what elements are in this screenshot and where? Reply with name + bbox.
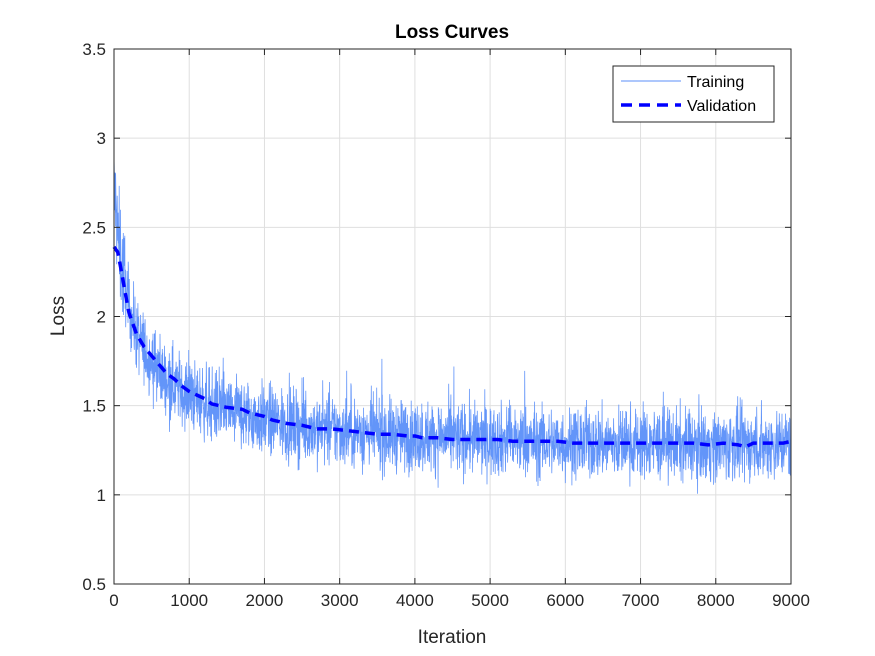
x-axis-label: Iteration <box>418 627 487 648</box>
x-tick-label: 1000 <box>170 591 208 610</box>
y-tick-label: 0.5 <box>82 575 106 594</box>
y-tick-label: 1.5 <box>82 397 106 416</box>
legend-validation-label: Validation <box>687 98 756 115</box>
x-tick-label: 0 <box>109 591 118 610</box>
x-tick-label: 2000 <box>246 591 284 610</box>
y-tick-label: 3.5 <box>82 40 106 59</box>
x-tick-label: 7000 <box>622 591 660 610</box>
y-tick-label: 1 <box>97 486 106 505</box>
x-tick-label: 8000 <box>697 591 735 610</box>
training-series <box>113 155 792 494</box>
x-tick-label: 4000 <box>396 591 434 610</box>
x-tick-label: 6000 <box>546 591 584 610</box>
y-tick-label: 2 <box>97 308 106 327</box>
x-tick-label: 9000 <box>772 591 810 610</box>
x-tick-label: 5000 <box>471 591 509 610</box>
x-tick-label: 3000 <box>321 591 359 610</box>
validation-series <box>112 245 792 449</box>
y-tick-label: 3 <box>97 129 106 148</box>
validation-line <box>112 245 792 449</box>
axis-ticks <box>113 48 792 585</box>
x-tick-labels: 0 1000 2000 3000 4000 5000 6000 7000 8000 9000 <box>109 591 810 610</box>
legend: Training Validation <box>612 65 775 123</box>
y-axis-label: Loss <box>48 296 69 336</box>
legend-box <box>612 65 775 123</box>
chart-title: Loss Curves <box>395 22 509 43</box>
legend-training-label: Training <box>687 74 744 91</box>
y-tick-label: 2.5 <box>82 218 106 237</box>
y-tick-labels: 0.5 1 1.5 2 2.5 3 3.5 <box>82 40 106 594</box>
training-line <box>113 155 792 494</box>
